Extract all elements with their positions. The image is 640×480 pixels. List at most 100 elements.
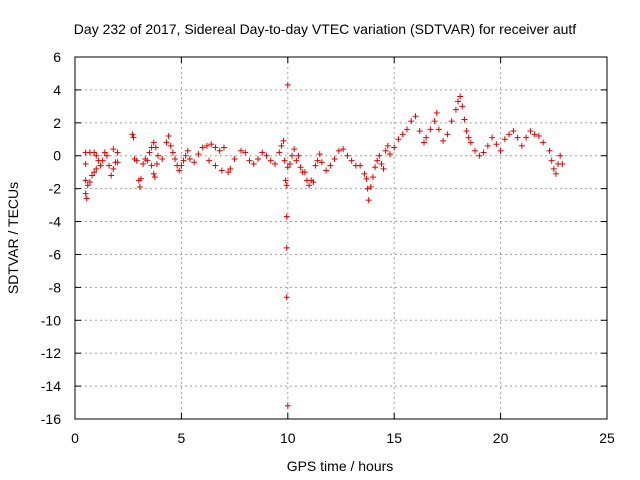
data-point [167, 142, 174, 149]
data-point [178, 162, 185, 169]
data-points [82, 81, 566, 409]
data-point [289, 152, 296, 159]
data-point [465, 134, 472, 141]
data-point [440, 137, 447, 144]
data-point [506, 131, 513, 138]
data-point [480, 149, 487, 156]
data-point [550, 165, 557, 172]
data-point [363, 175, 370, 182]
data-point [357, 162, 364, 169]
x-tick-label: 20 [493, 430, 509, 446]
data-point [140, 160, 147, 167]
data-point [286, 160, 293, 167]
y-tick-label: -16 [41, 411, 61, 427]
data-point [331, 156, 338, 163]
data-point [169, 149, 176, 156]
data-point [408, 118, 415, 125]
data-point [412, 113, 419, 120]
data-point [82, 177, 89, 184]
data-point [99, 157, 106, 164]
data-point [163, 139, 170, 146]
y-axis-title: SDTVAR / TECUs [5, 182, 21, 294]
data-point [463, 128, 470, 135]
data-point [514, 134, 521, 141]
data-point [284, 81, 291, 88]
x-axis-title: GPS time / hours [287, 458, 394, 474]
data-point [283, 244, 290, 251]
data-point [323, 167, 330, 174]
data-point [312, 162, 319, 169]
data-point [103, 152, 110, 159]
data-point [237, 147, 244, 154]
data-point [284, 402, 291, 409]
data-point [310, 179, 317, 186]
data-point [283, 213, 290, 220]
data-point [93, 165, 100, 172]
data-point [267, 157, 274, 164]
y-tick-label: -6 [49, 246, 62, 262]
data-point [101, 149, 108, 156]
y-tick-label: 0 [53, 148, 61, 164]
data-point [150, 170, 157, 177]
data-point [225, 169, 232, 176]
data-point [531, 131, 538, 138]
data-point [364, 185, 371, 192]
x-tick-label: 25 [599, 430, 615, 446]
y-tick-label: -14 [41, 378, 61, 394]
data-point [327, 162, 334, 169]
data-point [154, 152, 161, 159]
data-point [293, 157, 300, 164]
data-point [93, 152, 100, 159]
data-point [86, 179, 93, 186]
data-point [182, 152, 189, 159]
data-point [203, 142, 210, 149]
chart-title: Day 232 of 2017, Sidereal Day-to-day VTE… [74, 21, 577, 37]
data-point [151, 174, 158, 181]
data-point [208, 141, 215, 148]
plot-frame [74, 56, 608, 420]
data-point [212, 162, 219, 169]
data-point [318, 159, 325, 166]
data-point [552, 170, 559, 177]
data-point [497, 147, 504, 154]
data-point [452, 106, 459, 113]
data-point [399, 131, 406, 138]
data-point [108, 172, 115, 179]
data-point [444, 131, 451, 138]
data-point [448, 118, 455, 125]
y-tick-label: 4 [53, 82, 61, 98]
data-point [365, 197, 372, 204]
data-point [216, 147, 223, 154]
y-tick-label: 6 [53, 49, 61, 65]
data-point [395, 136, 402, 143]
data-point [130, 134, 137, 141]
data-point [146, 149, 153, 156]
data-point [455, 98, 462, 105]
data-point [314, 157, 321, 164]
data-point [114, 149, 121, 156]
y-tick-label: 2 [53, 115, 61, 131]
grid-lines [75, 57, 607, 419]
data-point [493, 141, 500, 148]
data-point [472, 147, 479, 154]
data-point [316, 151, 323, 158]
data-point [89, 172, 96, 179]
data-point [91, 149, 98, 156]
data-point [382, 147, 389, 154]
data-point [281, 157, 288, 164]
data-point [218, 167, 225, 174]
data-point [278, 142, 285, 149]
data-point [150, 139, 157, 146]
data-point [231, 156, 238, 163]
data-point [374, 157, 381, 164]
data-point [484, 142, 491, 149]
y-tick-label: -4 [49, 214, 62, 230]
x-tick-label: 5 [178, 430, 186, 446]
data-point [153, 160, 160, 167]
data-point [82, 160, 89, 167]
data-point [291, 146, 298, 153]
data-point [489, 134, 496, 141]
x-tick-label: 0 [71, 430, 79, 446]
data-point [280, 137, 287, 144]
